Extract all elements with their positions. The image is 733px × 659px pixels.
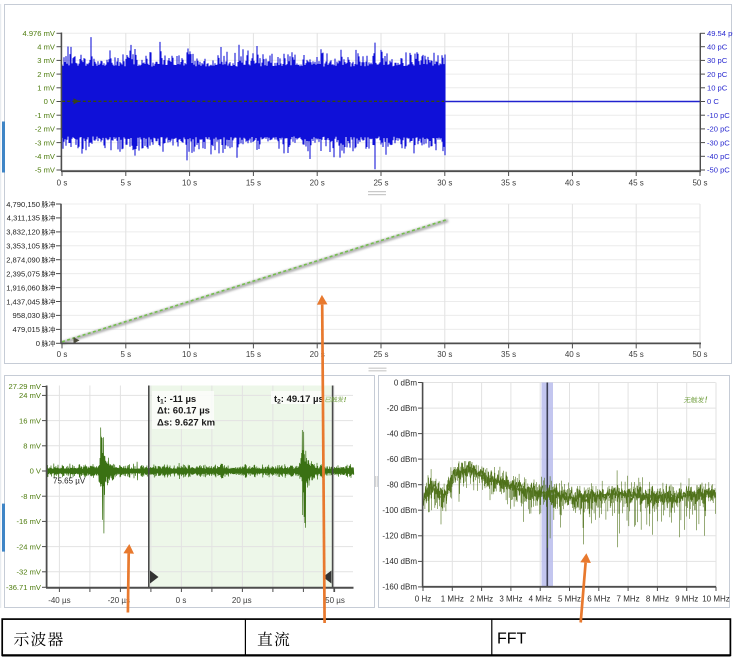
- svg-text:479,015: 479,015: [13, 325, 40, 334]
- svg-text:4.976 mV: 4.976 mV: [22, 29, 55, 38]
- svg-text:-80 dBm: -80 dBm: [387, 481, 418, 490]
- svg-text:45 s: 45 s: [629, 178, 644, 187]
- svg-text:3,353,105: 3,353,105: [6, 242, 40, 251]
- svg-text:27.29 mV: 27.29 mV: [8, 382, 41, 391]
- svg-text:!: !: [705, 395, 708, 404]
- svg-text:2 MHz: 2 MHz: [470, 594, 493, 603]
- svg-text:9 MHz: 9 MHz: [675, 594, 698, 603]
- svg-text:30 s: 30 s: [437, 178, 452, 187]
- svg-text:4,311,135: 4,311,135: [7, 214, 40, 223]
- svg-text:10 s: 10 s: [182, 350, 197, 359]
- svg-text:25 s: 25 s: [373, 178, 388, 187]
- svg-text:40 pC: 40 pC: [707, 42, 728, 51]
- svg-text:50 µs: 50 µs: [325, 596, 345, 605]
- svg-text:958,030: 958,030: [13, 311, 40, 320]
- svg-text:24 mV: 24 mV: [19, 391, 42, 400]
- svg-text:0 dBm: 0 dBm: [394, 378, 417, 387]
- svg-text:-4 mV: -4 mV: [35, 152, 56, 161]
- svg-text:-24 mV: -24 mV: [17, 542, 42, 551]
- svg-text:-8 mV: -8 mV: [21, 492, 42, 501]
- svg-text:8 MHz: 8 MHz: [646, 594, 669, 603]
- svg-text:t1: -11 µs: t1: -11 µs: [157, 394, 196, 406]
- svg-text:1,437,045: 1,437,045: [6, 297, 40, 306]
- svg-text:35 s: 35 s: [501, 178, 516, 187]
- svg-text:75.65 µV: 75.65 µV: [53, 477, 86, 486]
- svg-text:4 mV: 4 mV: [37, 42, 56, 51]
- svg-text:0 V: 0 V: [44, 97, 56, 106]
- svg-text:-5 mV: -5 mV: [35, 166, 56, 175]
- svg-text:Δt: 60.17 µs: Δt: 60.17 µs: [157, 406, 210, 417]
- svg-text:0 s: 0 s: [176, 596, 187, 605]
- svg-text:-20 pC: -20 pC: [707, 125, 730, 134]
- svg-text:0 V: 0 V: [30, 467, 42, 476]
- svg-text:-3 mV: -3 mV: [35, 138, 56, 147]
- svg-text:40 s: 40 s: [565, 178, 580, 187]
- svg-text:Δs: 9.627 km: Δs: 9.627 km: [157, 418, 215, 429]
- svg-text:0 C: 0 C: [707, 97, 719, 106]
- svg-text:20 s: 20 s: [310, 178, 325, 187]
- svg-text:30 s: 30 s: [437, 350, 452, 359]
- svg-text:-50 pC: -50 pC: [707, 166, 730, 175]
- svg-text:6 MHz: 6 MHz: [587, 594, 610, 603]
- svg-text:4,790,150: 4,790,150: [6, 200, 40, 209]
- svg-text:20 pC: 20 pC: [707, 70, 728, 79]
- svg-text:5 s: 5 s: [120, 178, 131, 187]
- svg-text:8 mV: 8 mV: [23, 442, 42, 451]
- svg-text:-16 mV: -16 mV: [17, 517, 42, 526]
- svg-text:35 s: 35 s: [501, 350, 516, 359]
- svg-text:t2: 49.17 µs: t2: 49.17 µs: [274, 394, 324, 406]
- svg-text:40 s: 40 s: [565, 350, 580, 359]
- svg-text:-40 µs: -40 µs: [48, 596, 70, 605]
- svg-text:50 s: 50 s: [692, 178, 707, 187]
- svg-text:49.54 pC: 49.54 pC: [707, 29, 733, 38]
- svg-text:20 µs: 20 µs: [232, 596, 252, 605]
- svg-text:3 MHz: 3 MHz: [499, 594, 522, 603]
- svg-text:-40 dBm: -40 dBm: [387, 429, 418, 438]
- svg-text:-20 dBm: -20 dBm: [387, 404, 418, 413]
- svg-text:45 s: 45 s: [629, 350, 644, 359]
- svg-text:-30 pC: -30 pC: [707, 138, 730, 147]
- svg-text:15 s: 15 s: [246, 178, 261, 187]
- svg-text:0 s: 0 s: [57, 178, 68, 187]
- svg-text:30 pC: 30 pC: [707, 56, 728, 65]
- svg-text:-160 dBm: -160 dBm: [382, 583, 417, 592]
- svg-text:!: !: [344, 395, 347, 404]
- svg-text:2,395,075: 2,395,075: [6, 269, 40, 278]
- svg-text:16 mV: 16 mV: [19, 416, 42, 425]
- svg-text:-36.71 mV: -36.71 mV: [6, 583, 42, 592]
- svg-text:-32 mV: -32 mV: [17, 568, 42, 577]
- svg-text:2,874,090: 2,874,090: [6, 256, 40, 265]
- svg-text:5 MHz: 5 MHz: [558, 594, 581, 603]
- svg-text:-120 dBm: -120 dBm: [382, 532, 417, 541]
- svg-text:10 MHz: 10 MHz: [702, 594, 730, 603]
- svg-text:0 s: 0 s: [57, 350, 68, 359]
- svg-text:-60 dBm: -60 dBm: [387, 455, 418, 464]
- svg-text:2 mV: 2 mV: [37, 70, 56, 79]
- svg-text:3 mV: 3 mV: [37, 56, 56, 65]
- svg-text:10 pC: 10 pC: [707, 84, 728, 93]
- svg-text:3,832,120: 3,832,120: [6, 228, 40, 237]
- svg-text:-10 pC: -10 pC: [707, 111, 730, 120]
- svg-text:-100 dBm: -100 dBm: [382, 506, 417, 515]
- svg-text:4 MHz: 4 MHz: [529, 594, 552, 603]
- svg-text:-140 dBm: -140 dBm: [382, 557, 417, 566]
- svg-text:0 Hz: 0 Hz: [415, 594, 431, 603]
- svg-text:20 s: 20 s: [310, 350, 325, 359]
- svg-text:50 s: 50 s: [692, 350, 707, 359]
- svg-text:-20 µs: -20 µs: [108, 596, 130, 605]
- svg-text:-1 mV: -1 mV: [35, 111, 56, 120]
- svg-text:15 s: 15 s: [246, 350, 261, 359]
- svg-text:FFT: FFT: [497, 631, 527, 648]
- svg-text:5 s: 5 s: [120, 350, 131, 359]
- svg-text:10 s: 10 s: [182, 178, 197, 187]
- svg-text:-2 mV: -2 mV: [35, 125, 56, 134]
- svg-text:0: 0: [36, 339, 40, 348]
- svg-text:-40 pC: -40 pC: [707, 152, 730, 161]
- svg-text:7 MHz: 7 MHz: [617, 594, 640, 603]
- svg-text:1,916,060: 1,916,060: [6, 283, 40, 292]
- svg-text:1 mV: 1 mV: [37, 84, 56, 93]
- svg-text:1 MHz: 1 MHz: [441, 594, 464, 603]
- svg-text:25 s: 25 s: [373, 350, 388, 359]
